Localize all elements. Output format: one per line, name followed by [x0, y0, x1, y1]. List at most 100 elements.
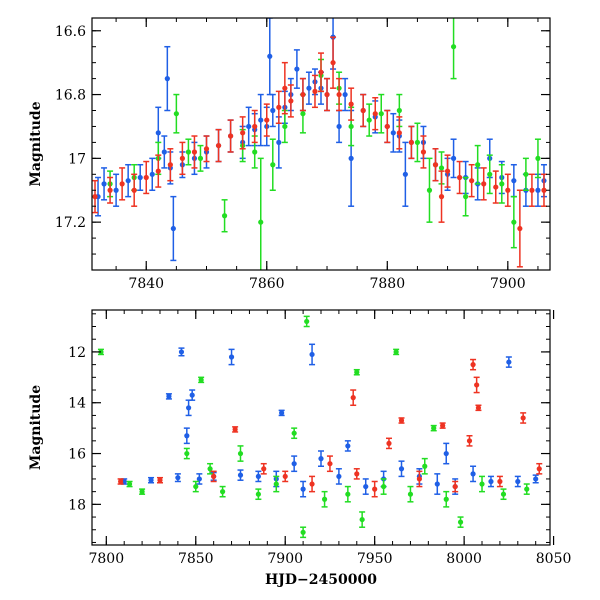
data-point [497, 478, 503, 485]
data-point [536, 466, 542, 472]
y-tick-label: 12 [68, 345, 86, 361]
data-point [466, 438, 473, 444]
data-point [479, 481, 485, 487]
data-point [125, 178, 131, 184]
series-0 [121, 343, 539, 498]
data-point [228, 133, 234, 139]
data-point [300, 529, 306, 535]
data-point [366, 117, 372, 123]
data-point [304, 318, 310, 325]
data-point [139, 489, 145, 495]
data-point [258, 219, 264, 225]
data-point [398, 466, 405, 472]
data-point [517, 225, 523, 232]
data-point [426, 187, 433, 193]
data-point [434, 481, 440, 487]
data-point [345, 443, 351, 449]
data-point [178, 349, 185, 355]
data-point [318, 456, 324, 462]
data-point [237, 472, 244, 478]
data-layer [97, 315, 543, 539]
data-point [360, 107, 366, 114]
data-point [131, 187, 137, 193]
data-point [420, 149, 427, 155]
data-point [443, 496, 449, 502]
data-point [354, 471, 360, 477]
data-point [475, 405, 482, 411]
data-point [237, 450, 244, 457]
data-point [511, 219, 517, 225]
data-point [440, 422, 446, 429]
x-tick-label: 8000 [446, 551, 482, 567]
data-point [264, 117, 270, 123]
data-point [443, 450, 449, 457]
x-tick-label: 7860 [249, 276, 285, 292]
data-point [533, 476, 539, 482]
data-point [309, 351, 315, 358]
data-point [173, 111, 179, 117]
data-point [155, 168, 161, 174]
data-point [113, 187, 119, 193]
data-point [164, 76, 170, 82]
x-tick-label: 7900 [267, 551, 303, 567]
data-point [228, 354, 235, 360]
y-tick-label: 16.6 [55, 24, 86, 40]
data-point [282, 85, 288, 91]
data-point [470, 362, 476, 368]
data-point [137, 174, 143, 181]
y-tick-label: 16.8 [55, 88, 86, 104]
data-point [535, 187, 541, 193]
data-point [506, 359, 512, 365]
data-point [520, 415, 526, 421]
data-point [336, 91, 342, 98]
data-point [291, 461, 297, 467]
data-point [398, 417, 405, 424]
x-tick-label: 7850 [178, 551, 214, 567]
series-1 [107, 18, 541, 270]
data-point [336, 473, 342, 480]
data-point [330, 60, 336, 66]
data-point [407, 491, 414, 497]
data-point [336, 123, 342, 130]
data-point [321, 496, 328, 502]
data-point [318, 69, 324, 75]
data-point [300, 91, 306, 98]
data-point [393, 349, 399, 355]
data-point [372, 111, 378, 117]
data-point [273, 481, 279, 487]
data-point [221, 213, 228, 219]
data-point [384, 123, 390, 130]
data-point [402, 171, 408, 177]
data-point [523, 171, 529, 177]
data-point [515, 478, 521, 485]
data-point [143, 174, 149, 181]
data-point [470, 471, 476, 477]
data-point [270, 107, 276, 114]
y-axis-label: Magnitude [28, 101, 44, 186]
data-point [101, 181, 107, 187]
data-point [327, 461, 333, 467]
series-1 [97, 315, 530, 539]
x-tick-label: 7900 [490, 276, 526, 292]
data-point [457, 519, 464, 525]
data-point [300, 111, 306, 117]
y-tick-label: 17.2 [55, 215, 86, 231]
series-2 [92, 36, 547, 268]
data-point [294, 66, 300, 72]
data-point [452, 483, 458, 490]
data-point [511, 178, 517, 184]
data-point [149, 171, 155, 177]
data-point [107, 187, 113, 193]
plot-frame [91, 17, 551, 271]
data-layer [92, 18, 547, 270]
data-point [246, 123, 252, 130]
data-point [500, 491, 507, 497]
data-point [155, 130, 161, 136]
data-point [191, 149, 198, 155]
data-point [184, 433, 190, 439]
data-point [258, 117, 264, 123]
y-tick-label: 14 [68, 396, 86, 412]
panel-bottom-lightcurve: 7800 7850 7900 7950 8000 8050 12 14 16 18 Magnitud… [28, 309, 571, 588]
x-tick-label: 7840 [128, 276, 164, 292]
data-point [121, 478, 127, 485]
